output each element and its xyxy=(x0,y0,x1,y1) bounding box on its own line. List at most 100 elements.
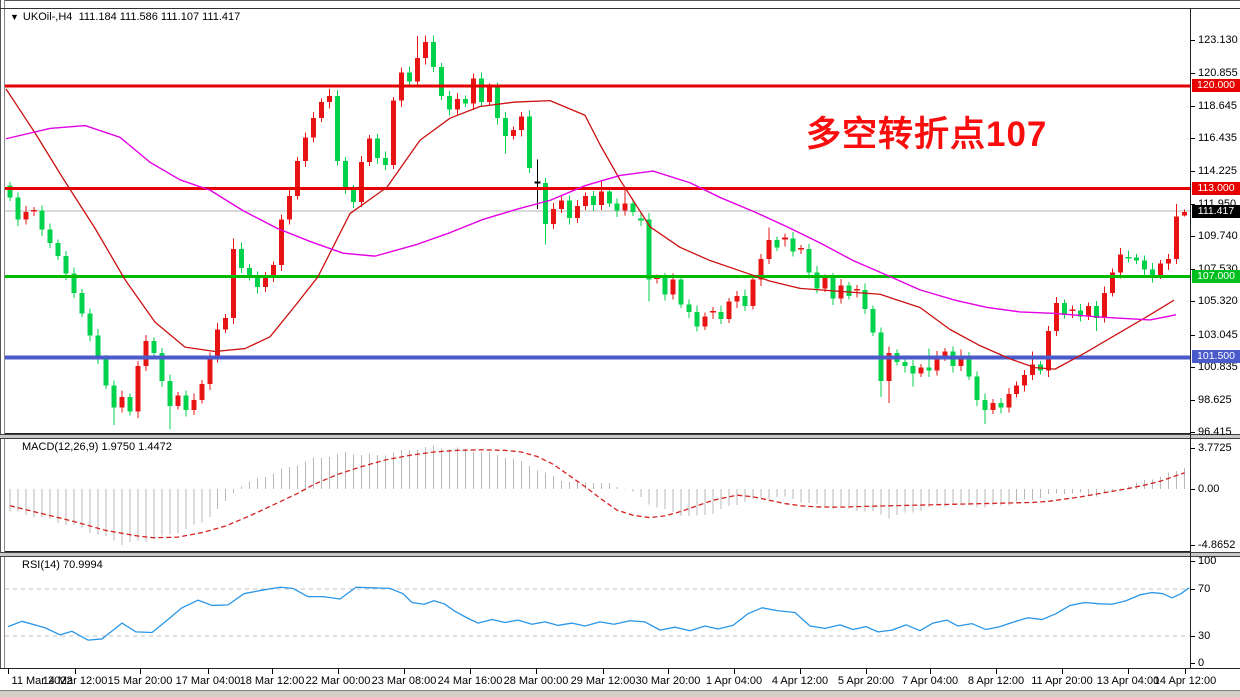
panel-separator[interactable] xyxy=(0,434,1240,439)
price-tick-mark xyxy=(1190,399,1195,401)
indicator-tick-mark xyxy=(1190,489,1195,490)
symbol-dropdown-icon[interactable]: ▼ xyxy=(10,12,19,22)
price-axis-border xyxy=(1190,8,1191,690)
indicator-tick-label: 30 xyxy=(1198,630,1211,642)
price-tick-label: 120.855 xyxy=(1198,67,1238,80)
time-tick-mark xyxy=(338,669,339,674)
indicator-tick-label: 3.7725 xyxy=(1198,442,1232,454)
price-level-badge: 107.000 xyxy=(1192,269,1240,283)
price-tick-mark xyxy=(1190,73,1195,75)
time-tick-label: 15 Mar 20:00 xyxy=(107,675,173,687)
indicator-tick-mark xyxy=(1190,636,1195,637)
price-tick-mark xyxy=(1190,138,1195,140)
time-tick-mark xyxy=(734,669,735,674)
time-tick-label: 11 Mar 2022 xyxy=(11,675,73,687)
main-panel-top-border xyxy=(0,8,1240,9)
price-level-badge: 113.000 xyxy=(1192,181,1240,195)
price-tick-label: 116.435 xyxy=(1198,132,1237,145)
price-level-badge: 120.000 xyxy=(1192,78,1240,92)
price-tick-mark xyxy=(1190,301,1195,303)
price-tick-mark xyxy=(1190,367,1195,369)
symbol-name: UKOil-,H4 xyxy=(22,11,73,23)
time-axis[interactable]: 11 Mar 2022 14 Mar 12:00 15 Mar 20:00 17 Ma… xyxy=(0,668,1240,691)
time-tick-label: 29 Mar 12:00 xyxy=(570,675,636,687)
macd-label: MACD(12,26,9) 1.9750 1.4472 xyxy=(22,441,172,453)
time-tick-mark xyxy=(208,669,209,674)
price-tick-label: 114.225 xyxy=(1198,164,1237,177)
time-tick-mark xyxy=(272,669,273,674)
time-tick-label: 23 Mar 08:00 xyxy=(371,675,437,687)
time-tick-label: 8 Apr 12:00 xyxy=(967,675,1025,687)
time-tick-label: 11 Apr 20:00 xyxy=(1031,675,1093,687)
time-tick-label: 14 Mar 12:00 xyxy=(42,675,108,687)
price-level-badge: 101.500 xyxy=(1192,350,1240,364)
time-tick-mark xyxy=(1185,669,1186,674)
time-tick-label: 4 Apr 12:00 xyxy=(771,675,829,687)
time-tick-mark xyxy=(800,669,801,674)
time-tick-label: 22 Mar 00:00 xyxy=(305,675,371,687)
price-tick-mark xyxy=(1190,204,1195,206)
rsi-indicator-canvas[interactable] xyxy=(5,555,1190,668)
price-tick-mark xyxy=(1190,431,1195,433)
indicator-tick-mark xyxy=(1190,448,1195,449)
time-tick-label: 7 Apr 04:00 xyxy=(901,675,959,687)
indicator-tick-mark xyxy=(1190,561,1195,562)
price-tick-label: 105.320 xyxy=(1198,295,1238,308)
time-tick-label: 24 Mar 16:00 xyxy=(437,675,503,687)
indicator-tick-label: -4.8652 xyxy=(1198,539,1236,551)
time-tick-label: 1 Apr 04:00 xyxy=(705,675,763,687)
price-level-badge: 111.417 xyxy=(1192,204,1240,218)
window-left-border xyxy=(0,0,5,697)
indicator-tick-mark xyxy=(1190,589,1195,590)
price-tick-mark xyxy=(1190,105,1195,107)
main-chart-canvas[interactable] xyxy=(5,8,1190,434)
symbol-title: ▼ UKOil-,H4 111.184 111.586 111.107 111.4… xyxy=(10,11,240,23)
panel-separator[interactable] xyxy=(0,552,1240,557)
indicator-tick-label: 0.00 xyxy=(1198,483,1220,495)
time-tick-mark xyxy=(996,669,997,674)
time-tick-mark xyxy=(1062,669,1063,674)
time-tick-mark xyxy=(1128,669,1129,674)
window-top-border xyxy=(0,0,1240,1)
indicator-tick-mark xyxy=(1190,663,1195,664)
time-tick-mark xyxy=(930,669,931,674)
price-tick-label: 118.645 xyxy=(1198,99,1237,112)
time-tick-mark xyxy=(8,669,9,674)
macd-indicator-canvas[interactable] xyxy=(5,437,1190,552)
time-tick-mark xyxy=(404,669,405,674)
chart-annotation-text: 多空转折点107 xyxy=(806,115,1048,154)
price-tick-mark xyxy=(1190,236,1195,238)
price-tick-label: 123.130 xyxy=(1198,34,1238,46)
price-tick-label: 98.625 xyxy=(1198,393,1232,406)
price-tick-mark xyxy=(1190,268,1195,270)
rsi-line xyxy=(7,586,1190,641)
time-tick-mark xyxy=(140,669,141,674)
indicator-tick-mark xyxy=(1190,545,1195,546)
macd-signal-line xyxy=(9,449,1185,539)
rsi-label: RSI(14) 70.9994 xyxy=(22,559,103,571)
time-tick-label: 14 Apr 12:00 xyxy=(1153,675,1217,687)
time-tick-mark xyxy=(470,669,471,674)
indicator-tick-label: 100 xyxy=(1198,555,1217,567)
window-bottom-border xyxy=(0,690,1240,697)
time-tick-mark xyxy=(536,669,537,674)
price-tick-label: 100.835 xyxy=(1198,361,1238,374)
indicator-tick-label: 0 xyxy=(1198,657,1205,669)
time-tick-label: 17 Mar 04:00 xyxy=(175,675,241,687)
time-tick-label: 13 Apr 04:00 xyxy=(1096,675,1160,687)
ma-slow-magenta-line xyxy=(5,124,1177,321)
price-tick-mark xyxy=(1190,334,1195,336)
time-tick-mark xyxy=(75,669,76,674)
time-tick-mark xyxy=(603,669,604,674)
symbol-ohlc-values: 111.184 111.586 111.107 111.417 xyxy=(78,11,241,23)
time-tick-label: 28 Mar 00:00 xyxy=(503,675,569,687)
candlestick-series xyxy=(7,35,1188,430)
indicator-tick-label: 70 xyxy=(1198,583,1211,595)
price-tick-label: 96.415 xyxy=(1198,425,1232,438)
price-tick-mark xyxy=(1190,40,1195,41)
ma-fast-red-line xyxy=(5,88,1175,370)
time-tick-label: 5 Apr 20:00 xyxy=(837,675,895,687)
time-tick-label: 18 Mar 12:00 xyxy=(239,675,305,687)
price-tick-label: 103.045 xyxy=(1198,328,1238,341)
